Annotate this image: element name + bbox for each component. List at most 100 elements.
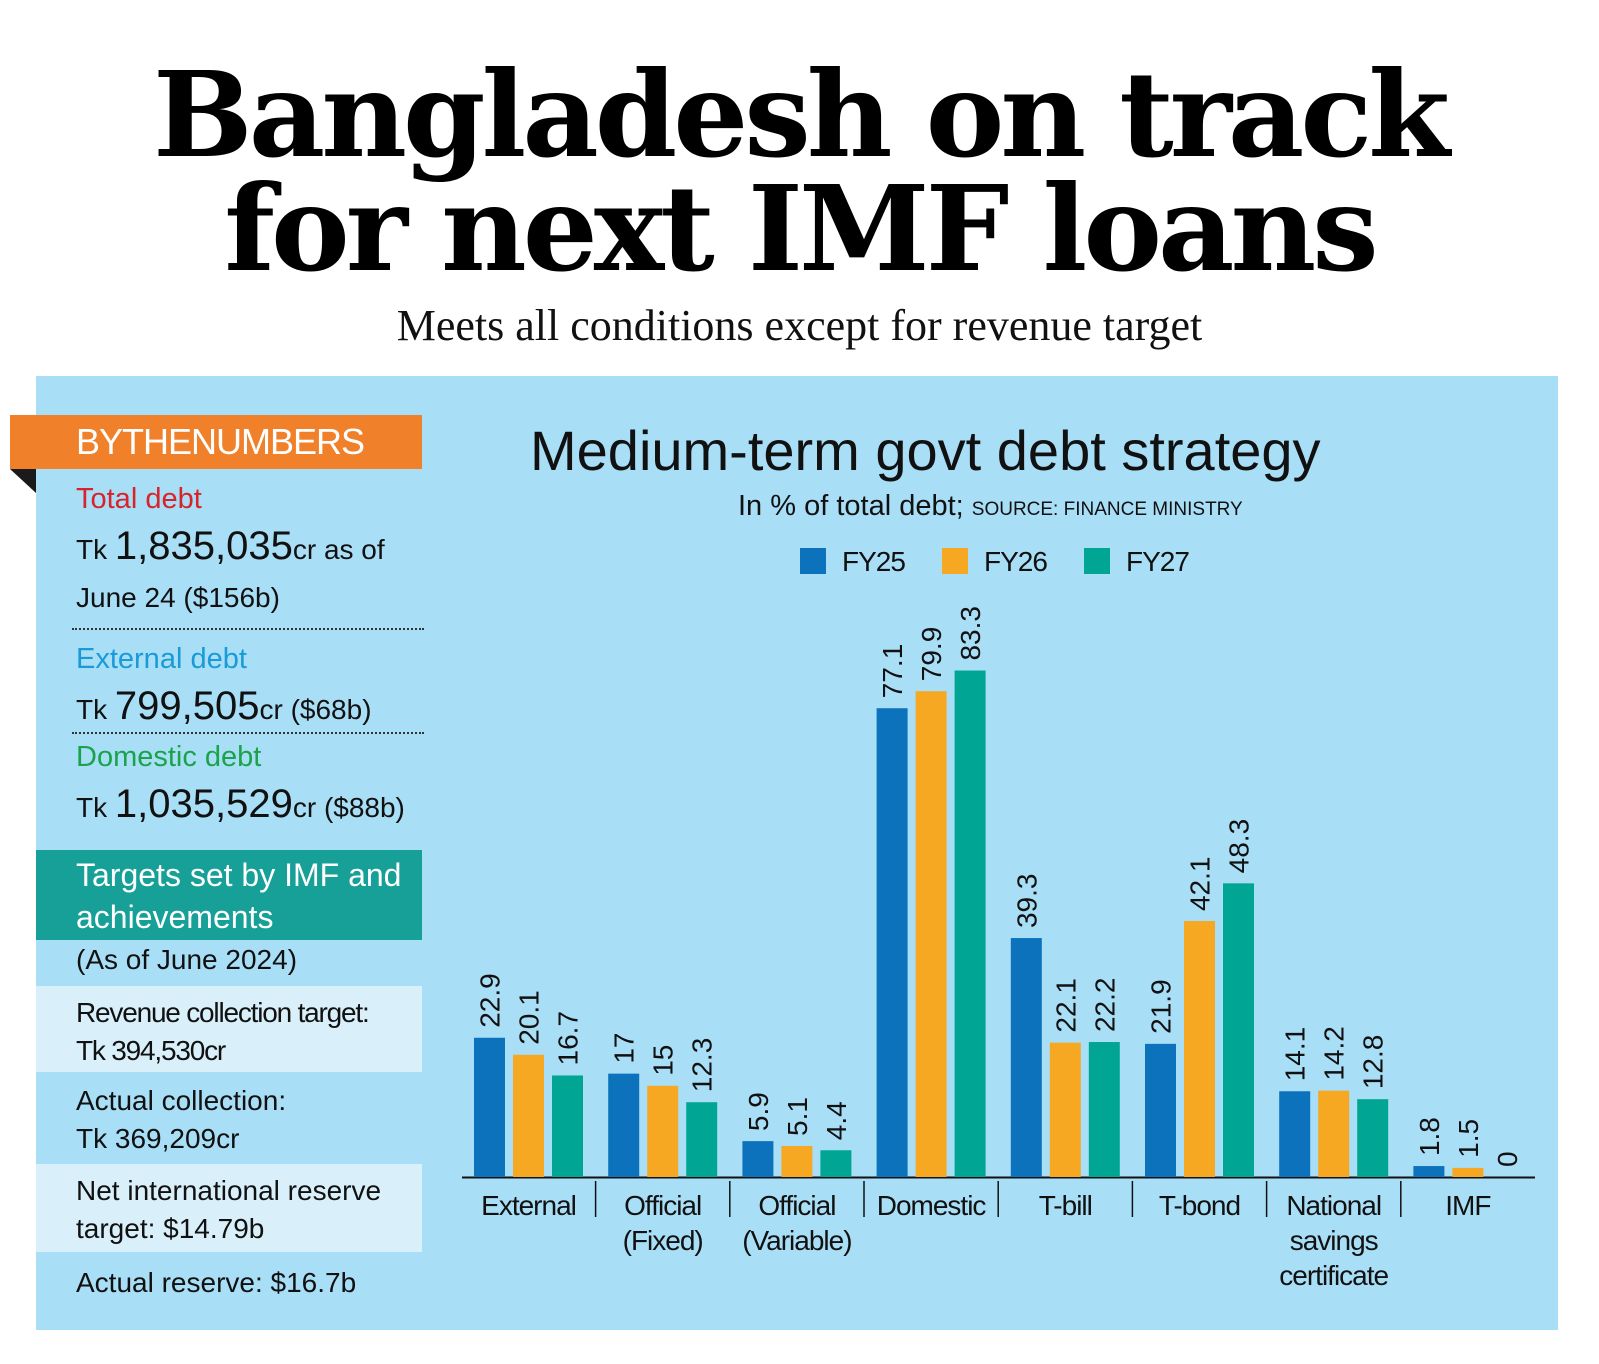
category-label: (Variable) bbox=[742, 1225, 851, 1256]
external-debt-value: Tk 799,505cr ($68b) bbox=[76, 684, 372, 729]
bar-fy25 bbox=[876, 708, 908, 1177]
bar-fy27 bbox=[954, 670, 986, 1177]
category-label: T-bond bbox=[1159, 1190, 1240, 1221]
bar-fy25 bbox=[1279, 1091, 1311, 1177]
external-debt-prefix: Tk bbox=[76, 694, 115, 725]
domestic-debt-label: Domestic debt bbox=[76, 741, 262, 773]
bar-value-label: 22.1 bbox=[1050, 978, 1081, 1033]
bar-value-label: 22.2 bbox=[1089, 978, 1120, 1033]
domestic-debt-value: Tk 1,035,529cr ($88b) bbox=[76, 782, 405, 827]
domestic-debt-suffix: cr ($88b) bbox=[292, 792, 405, 823]
bar-value-label: 14.2 bbox=[1319, 1026, 1350, 1081]
category-label: Official bbox=[624, 1190, 701, 1221]
category-label: (Fixed) bbox=[623, 1225, 703, 1256]
category-label: certificate bbox=[1279, 1260, 1388, 1291]
bar-value-label: 1.8 bbox=[1414, 1117, 1445, 1156]
chart-subtitle: In % of total debt; SOURCE: FINANCE MINI… bbox=[738, 490, 1243, 523]
subheadline: Meets all conditions except for revenue … bbox=[396, 301, 1203, 350]
bar-value-label: 16.7 bbox=[553, 1011, 584, 1066]
by-the-numbers-banner: BYTHENUMBERS bbox=[10, 415, 422, 469]
domestic-debt-prefix: Tk bbox=[76, 792, 115, 823]
target-item-line-2: Tk 394,530cr bbox=[76, 1035, 226, 1066]
legend-item-fy27: FY27 bbox=[1084, 546, 1190, 578]
target-item: Net international reserve target: $14.79… bbox=[36, 1164, 422, 1252]
bar-value-label: 42.1 bbox=[1185, 857, 1216, 912]
target-item: Actual reserve: $16.7b bbox=[36, 1256, 422, 1316]
bar-value-label: 1.5 bbox=[1453, 1119, 1484, 1158]
bar-fy26 bbox=[915, 691, 947, 1177]
bar-fy26 bbox=[1318, 1090, 1350, 1177]
bar-value-label: 79.9 bbox=[916, 627, 947, 682]
total-debt-value: Tk 1,835,035cr as of bbox=[76, 524, 385, 569]
bar-value-label: 83.3 bbox=[955, 606, 986, 661]
category-label: External bbox=[481, 1190, 576, 1221]
bar-value-label: 12.8 bbox=[1358, 1035, 1389, 1090]
legend-label: FY27 bbox=[1126, 546, 1190, 577]
total-debt-suffix: cr as of bbox=[292, 534, 385, 565]
bar-value-label: 15 bbox=[648, 1045, 679, 1076]
target-item-line-1: Actual reserve: $16.7b bbox=[76, 1267, 357, 1298]
total-debt-label: Total debt bbox=[76, 483, 202, 515]
bar-fy27 bbox=[1223, 883, 1254, 1177]
bar-value-label: 17 bbox=[609, 1032, 640, 1063]
legend-swatch bbox=[942, 548, 968, 574]
legend-swatch bbox=[800, 548, 826, 574]
bar-fy26 bbox=[1452, 1167, 1484, 1177]
legend-label: FY26 bbox=[984, 546, 1048, 577]
bar-fy27 bbox=[1088, 1042, 1120, 1177]
category-label: National bbox=[1286, 1190, 1381, 1221]
bar-value-label: 21.9 bbox=[1146, 979, 1177, 1034]
bar-value-label: 20.1 bbox=[514, 990, 545, 1045]
target-item: Actual collection: Tk 369,209cr bbox=[36, 1074, 422, 1162]
category-label: savings bbox=[1290, 1225, 1378, 1256]
total-debt-date: June 24 ($156b) bbox=[76, 582, 280, 613]
bar-fy26 bbox=[647, 1085, 679, 1177]
target-item-line-2: Tk 369,209cr bbox=[76, 1123, 240, 1154]
category-label: Official bbox=[758, 1190, 835, 1221]
bar-fy27 bbox=[686, 1102, 718, 1177]
headline-line-1: Bangladesh on track bbox=[153, 45, 1450, 184]
banner-fold-shape bbox=[10, 469, 36, 493]
bar-fy25 bbox=[742, 1141, 774, 1177]
bar-fy27 bbox=[552, 1075, 583, 1177]
chart-source: SOURCE: FINANCE MINISTRY bbox=[971, 499, 1243, 520]
legend-swatch bbox=[1084, 548, 1110, 574]
bar-value-label: 5.9 bbox=[743, 1092, 774, 1131]
category-label: IMF bbox=[1445, 1190, 1490, 1221]
headline-line-2: for next IMF loans bbox=[224, 159, 1378, 298]
targets-banner: Targets set by IMF and achievements bbox=[36, 850, 422, 940]
bar-fy25 bbox=[608, 1073, 640, 1177]
legend-item-fy26: FY26 bbox=[942, 546, 1048, 578]
category-label: Domestic bbox=[877, 1190, 987, 1221]
chart-subtitle-text: In % of total debt; bbox=[738, 490, 964, 522]
target-item-line-2: target: $14.79b bbox=[76, 1213, 265, 1244]
domestic-debt-number: 1,035,529 bbox=[114, 782, 293, 826]
legend-label: FY25 bbox=[842, 546, 906, 577]
external-debt-label: External debt bbox=[76, 643, 247, 675]
bar-value-label: 5.1 bbox=[782, 1097, 813, 1136]
total-debt-number: 1,835,035 bbox=[114, 524, 293, 568]
target-item-line-1: Actual collection: bbox=[76, 1085, 287, 1116]
bar-value-label: 39.3 bbox=[1011, 874, 1042, 929]
divider-2 bbox=[72, 732, 424, 734]
bar-value-label: 48.3 bbox=[1224, 819, 1255, 874]
bar-fy26 bbox=[513, 1054, 544, 1177]
bar-fy26 bbox=[781, 1145, 813, 1177]
bar-value-label: 12.3 bbox=[687, 1038, 718, 1093]
bar-value-label: 0 bbox=[1492, 1151, 1523, 1167]
bar-fy27 bbox=[1357, 1099, 1389, 1177]
bar-fy25 bbox=[1413, 1166, 1445, 1177]
bar-fy25 bbox=[1145, 1043, 1176, 1177]
category-label: T-bill bbox=[1039, 1190, 1092, 1221]
external-debt-suffix: cr ($68b) bbox=[259, 694, 372, 725]
chart-title: Medium-term govt debt strategy bbox=[530, 419, 1321, 482]
bar-value-label: 4.4 bbox=[821, 1101, 852, 1140]
bar-value-label: 14.1 bbox=[1280, 1027, 1311, 1082]
bar-fy26 bbox=[1049, 1042, 1081, 1177]
target-item-line-1: Net international reserve bbox=[76, 1175, 382, 1206]
divider-1 bbox=[72, 628, 424, 630]
targets-banner-line-1: Targets set by IMF and bbox=[76, 857, 402, 893]
total-debt-prefix: Tk bbox=[76, 534, 115, 565]
legend-item-fy25: FY25 bbox=[800, 546, 906, 578]
